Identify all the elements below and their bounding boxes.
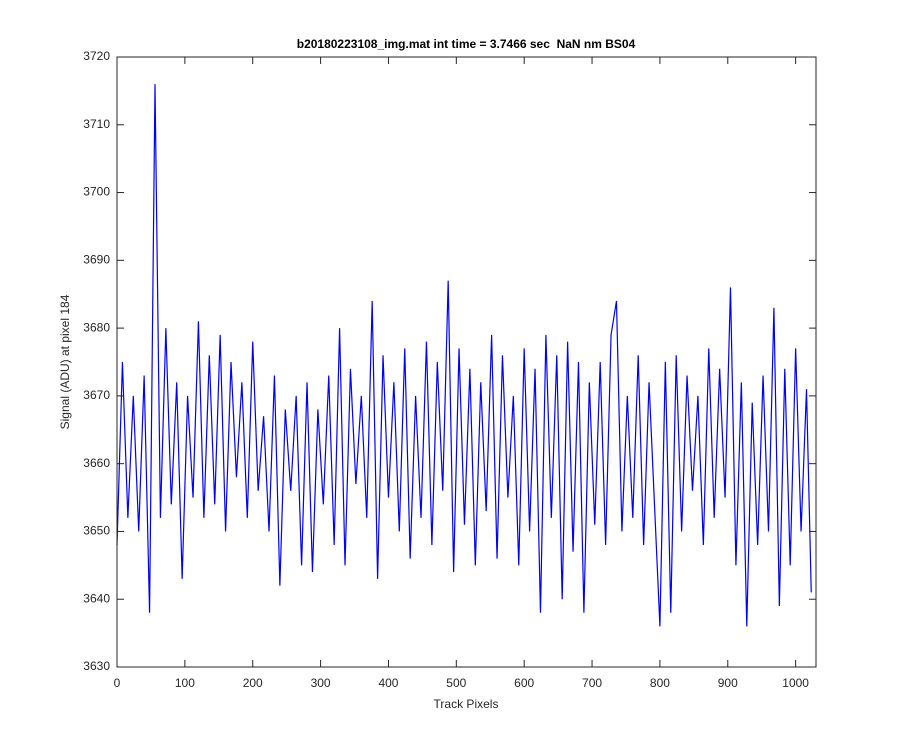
chart-title: b20180223108_img.mat int time = 3.7466 s… (297, 37, 636, 51)
x-tick-label: 600 (514, 676, 534, 690)
x-tick-label: 1000 (782, 676, 809, 690)
y-tick-label: 3720 (83, 49, 110, 63)
y-tick-label: 3670 (83, 388, 110, 402)
y-tick-label: 3710 (83, 117, 110, 131)
y-tick-label: 3680 (83, 320, 110, 334)
data-line (116, 84, 812, 627)
x-tick-label: 700 (582, 676, 602, 690)
axes-box (116, 56, 817, 668)
y-tick-label: 3640 (83, 591, 110, 605)
x-tick-label: 500 (446, 676, 466, 690)
y-tick-label: 3690 (83, 253, 110, 267)
y-tick-label: 3700 (83, 185, 110, 199)
x-tick-label: 400 (378, 676, 398, 690)
x-tick-label: 0 (114, 676, 121, 690)
y-tick-label: 3630 (83, 659, 110, 673)
x-tick-label: 200 (243, 676, 263, 690)
x-tick-label: 100 (175, 676, 195, 690)
x-tick-label: 900 (718, 676, 738, 690)
x-tick-label: 800 (650, 676, 670, 690)
x-tick-label: 300 (311, 676, 331, 690)
y-tick-label: 3650 (83, 524, 110, 538)
y-axis-label: Signal (ADU) at pixel 184 (58, 294, 72, 429)
y-tick-label: 3660 (83, 456, 110, 470)
x-axis-label: Track Pixels (434, 697, 499, 711)
